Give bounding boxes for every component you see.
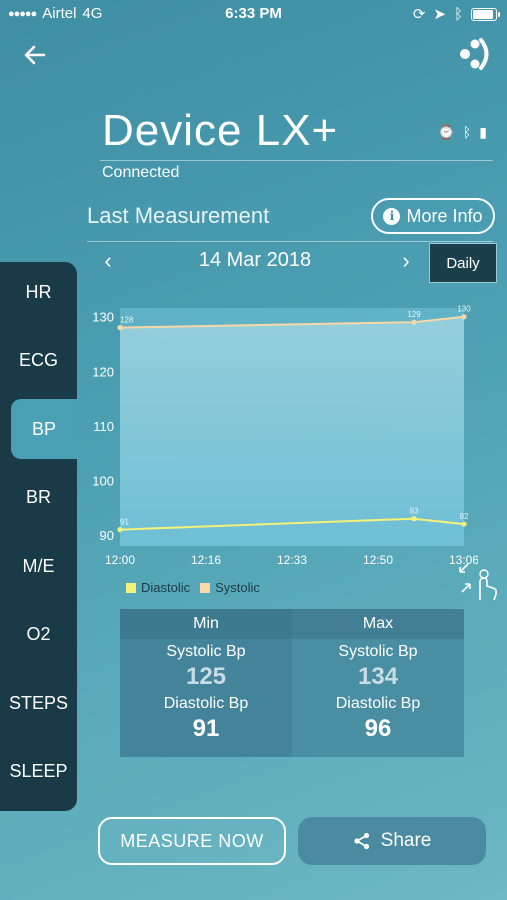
sidebar-item-o2[interactable]: O2 xyxy=(26,623,51,644)
status-bar: ●●●●● Airtel 4G 6:33 PM ⟳ ➤ ᛒ xyxy=(0,0,507,28)
diastolic-data-label: 91 xyxy=(120,518,129,527)
max-diastolic-value: 96 xyxy=(364,715,392,742)
x-tick-label: 13:06 xyxy=(449,553,478,567)
pinch-zoom-icon[interactable] xyxy=(456,560,500,604)
max-column: Max Systolic Bp 134 Diastolic Bp 96 xyxy=(292,609,464,757)
connection-status: Connected xyxy=(102,164,180,181)
systolic-data-label: 130 xyxy=(457,305,471,314)
watch-icon: ⌚ xyxy=(437,124,455,140)
divider xyxy=(100,160,493,161)
systolic-point xyxy=(461,314,467,320)
previous-date-button[interactable]: ‹ xyxy=(104,248,112,273)
diastolic-data-label: 92 xyxy=(460,512,469,521)
more-info-button[interactable]: i More Info xyxy=(371,198,495,234)
diastolic-data-label: 93 xyxy=(410,507,419,516)
share-icon xyxy=(354,832,369,850)
info-icon: i xyxy=(383,207,401,225)
legend-systolic: Systolic xyxy=(200,580,260,595)
y-tick-label: 120 xyxy=(92,364,114,379)
chart-legend: Diastolic Systolic xyxy=(126,580,260,595)
max-systolic-value: 134 xyxy=(357,663,399,690)
section-title: Last Measurement xyxy=(87,203,270,228)
min-systolic-label: Systolic Bp xyxy=(166,643,246,660)
systolic-data-label: 128 xyxy=(120,316,134,325)
more-info-label: More Info xyxy=(406,205,483,226)
legend-diastolic: Diastolic xyxy=(126,580,190,595)
device-bluetooth-icon: ᛒ xyxy=(462,124,472,140)
y-tick-label: 100 xyxy=(92,473,114,488)
bp-chart[interactable]: 90 100 110 120 130 12:00 12:16 12:33 12:50 13:06 1… xyxy=(88,300,478,570)
sidebar-item-steps[interactable]: STEPS xyxy=(8,692,69,713)
sidebar-item-ecg[interactable]: ECG xyxy=(18,349,58,370)
device-status-icons: ⌚ ᛒ ▮ xyxy=(437,124,487,141)
sidebar-item-sleep[interactable]: SLEEP xyxy=(9,760,68,781)
x-tick-label: 12:00 xyxy=(105,553,135,567)
diastolic-point xyxy=(117,527,123,533)
device-name: Device LX+ xyxy=(102,106,339,155)
min-column: Min Systolic Bp 125 Diastolic Bp 91 xyxy=(120,609,292,757)
systolic-area xyxy=(120,316,464,546)
back-arrow-icon[interactable] xyxy=(20,40,50,70)
x-tick-label: 12:33 xyxy=(277,553,307,567)
location-icon: ➤ xyxy=(433,6,446,23)
systolic-point xyxy=(117,325,123,331)
y-tick-label: 110 xyxy=(93,419,114,434)
device-battery-icon: ▮ xyxy=(479,124,487,140)
systolic-data-label: 129 xyxy=(407,310,421,319)
battery-icon xyxy=(471,7,500,21)
network-type: 4G xyxy=(82,5,103,22)
x-tick-label: 12:50 xyxy=(363,553,393,567)
divider xyxy=(87,241,493,242)
diastolic-point xyxy=(461,521,467,527)
y-tick-label: 90 xyxy=(100,528,114,543)
min-header: Min xyxy=(120,609,292,639)
max-systolic-label: Systolic Bp xyxy=(338,643,418,660)
x-tick-label: 12:16 xyxy=(191,553,221,567)
metric-sidebar: HR ECG BP BR M/E O2 STEPS SLEEP xyxy=(0,262,77,811)
clock: 6:33 PM xyxy=(225,5,282,22)
carrier-name: Airtel xyxy=(42,5,77,22)
rotation-lock-icon: ⟳ xyxy=(412,6,426,23)
min-max-table: Min Systolic Bp 125 Diastolic Bp 91 Max … xyxy=(120,609,464,757)
sidebar-item-bp[interactable]: BP xyxy=(11,399,77,459)
sidebar-item-hr[interactable]: HR xyxy=(25,281,52,302)
share-label: Share xyxy=(380,830,432,851)
max-header: Max xyxy=(292,609,464,639)
max-diastolic-label: Diastolic Bp xyxy=(335,695,421,712)
signal-icon: ●●●●● xyxy=(8,7,37,20)
min-diastolic-value: 91 xyxy=(192,715,220,742)
min-systolic-value: 125 xyxy=(185,663,227,690)
period-selector[interactable]: Daily xyxy=(429,243,497,283)
sidebar-item-br[interactable]: BR xyxy=(25,486,51,507)
next-date-button[interactable]: › xyxy=(402,248,410,273)
bp-chart-svg: 90 100 110 120 130 12:00 12:16 12:33 12:50 13:06 1… xyxy=(92,305,478,567)
sidebar-item-me[interactable]: M/E xyxy=(22,555,55,576)
diastolic-point xyxy=(411,516,417,522)
measure-now-button[interactable]: MEASURE NOW xyxy=(98,817,286,865)
min-diastolic-label: Diastolic Bp xyxy=(163,695,249,712)
systolic-point xyxy=(411,319,417,325)
y-tick-label: 130 xyxy=(92,310,114,325)
bluetooth-icon: ᛒ xyxy=(453,5,463,23)
share-button[interactable]: Share xyxy=(298,817,486,865)
brand-logo-icon[interactable] xyxy=(459,36,493,72)
current-date: 14 Mar 2018 xyxy=(198,249,312,271)
